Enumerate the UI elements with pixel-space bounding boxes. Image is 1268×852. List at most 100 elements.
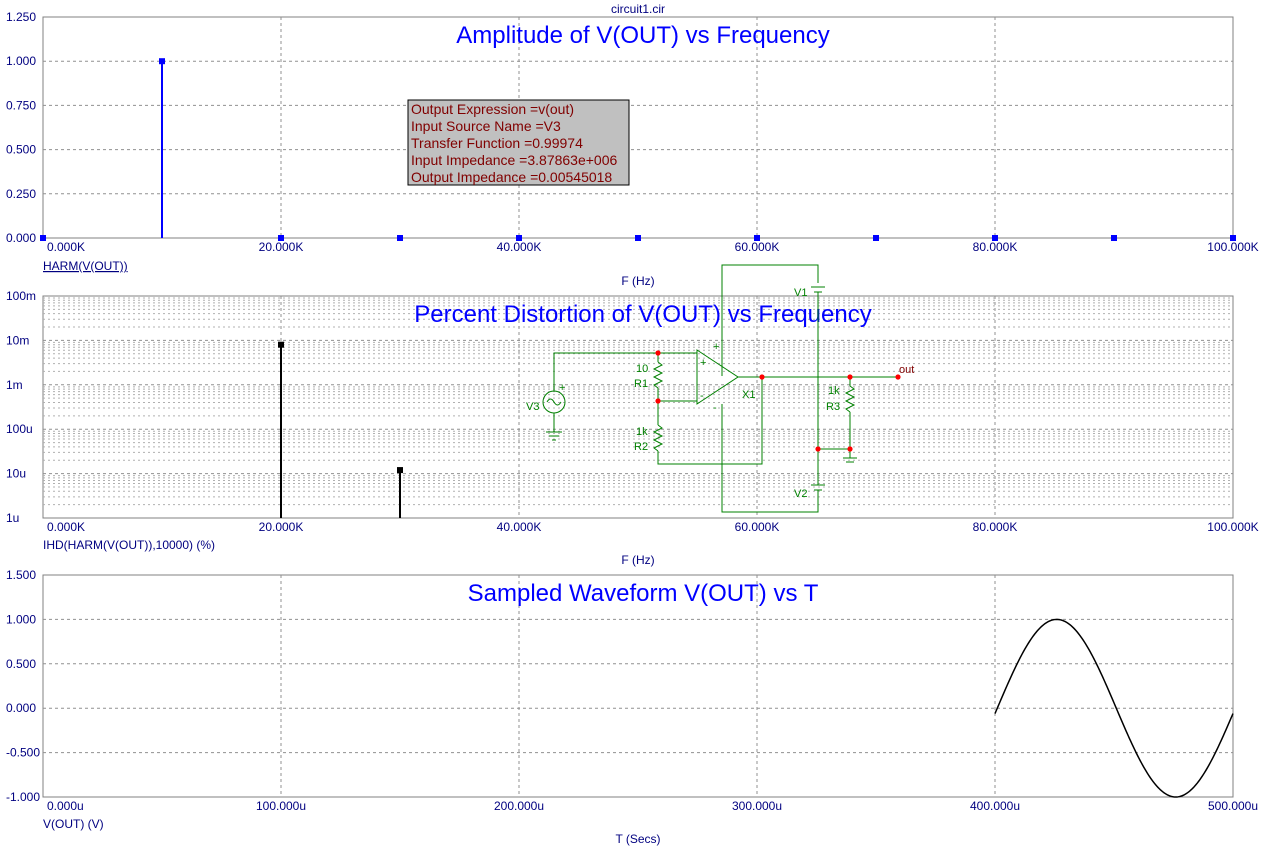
y-tick-label: 0.750 — [6, 98, 36, 112]
bar-marker — [516, 235, 522, 241]
y-tick-label: -1.000 — [6, 790, 40, 804]
x-tick-label: 40.000K — [497, 520, 542, 534]
x-tick-label: 60.000K — [735, 240, 780, 254]
x-tick-label: 80.000K — [973, 520, 1018, 534]
chart-title: Sampled Waveform V(OUT) vs T — [468, 580, 819, 607]
info-input-source: Input Source Name =V3 — [411, 118, 561, 134]
schematic-diagram: V1 V2 V3 X1 10 R1 1k R2 1k R3 out + - + … — [526, 264, 914, 513]
label-r3: R3 — [826, 401, 840, 413]
y-axis-label: V(OUT) (V) — [43, 817, 104, 831]
x-tick-label: 20.000K — [259, 240, 304, 254]
x-tick-label: 400.000u — [970, 799, 1020, 813]
bar-marker — [40, 235, 46, 241]
y-tick-label: 1.000 — [6, 612, 36, 626]
x-tick-label: 0.000u — [47, 799, 84, 813]
plot-frame — [42, 574, 1234, 798]
label-r1-value: 10 — [636, 363, 648, 375]
opamp-x1 — [696, 349, 739, 405]
label-v3-plus: + — [559, 382, 565, 394]
label-v2: V2 — [794, 488, 807, 500]
bar-marker — [1111, 235, 1117, 241]
y-axis-label: IHD(HARM(V(OUT)),10000) (%) — [43, 538, 215, 552]
label-opamp-minus: - — [700, 390, 704, 402]
x-tick-label: 100.000K — [1207, 520, 1258, 534]
document-title: circuit1.cir — [611, 2, 665, 16]
chart-title: Percent Distortion of V(OUT) vs Frequenc… — [414, 301, 871, 328]
info-output-expression: Output Expression =v(out) — [411, 101, 574, 117]
bar-marker — [635, 235, 641, 241]
label-opamp-supply-minus: - — [713, 402, 717, 414]
label-r2: R2 — [634, 441, 648, 453]
bar-marker — [278, 235, 284, 241]
x-tick-label: 200.000u — [494, 799, 544, 813]
label-r3-value: 1k — [828, 385, 840, 397]
y-tick-label: 0.500 — [6, 657, 36, 671]
wire-v2-bottom — [721, 404, 819, 513]
x-tick-label: 100.000u — [256, 799, 306, 813]
label-v1: V1 — [794, 287, 807, 299]
x-axis-label: F (Hz) — [621, 274, 654, 288]
node-gnd-left — [815, 446, 821, 452]
y-tick-label: -0.500 — [6, 746, 40, 760]
bar-marker — [397, 467, 403, 474]
label-r1: R1 — [634, 378, 648, 390]
bar-marker — [278, 341, 284, 348]
x-tick-label: 80.000K — [973, 240, 1018, 254]
y-tick-label: 100m — [6, 289, 36, 303]
node-r1-top — [655, 350, 661, 356]
waveform-line — [994, 618, 1234, 798]
y-tick-label: 0.250 — [6, 187, 36, 201]
y-tick-label: 1.250 — [6, 10, 36, 24]
y-tick-label: 1u — [6, 511, 19, 525]
x-tick-label: 100.000K — [1207, 240, 1258, 254]
node-r3-top — [847, 374, 853, 380]
x-tick-label: 0.000K — [47, 520, 85, 534]
x-axis-label: T (Secs) — [615, 832, 660, 846]
plot-frame — [42, 16, 1234, 239]
wire-feedback — [657, 377, 763, 465]
bar-marker — [992, 235, 998, 241]
y-tick-label: 1.500 — [6, 568, 36, 582]
y-tick-label: 100u — [6, 422, 33, 436]
wire-v1-top — [721, 264, 819, 376]
y-tick-label: 10u — [6, 467, 26, 481]
resistor-r2 — [652, 424, 664, 452]
y-tick-label: 1.000 — [6, 54, 36, 68]
info-input-impedance: Input Impedance =3.87863e+006 — [411, 152, 618, 168]
distortion-chart: 0.000K 20.000K 40.000K 60.000K 80.000K 100.00… — [6, 289, 1259, 567]
x-tick-label: 500.000u — [1208, 799, 1258, 813]
y-tick-label: 1m — [6, 378, 23, 392]
bar-marker — [754, 235, 760, 241]
transfer-function-info-box: Output Expression =v(out) Input Source N… — [407, 99, 630, 186]
info-box-background — [407, 99, 630, 186]
y-tick-label: 0.500 — [6, 143, 36, 157]
bar-marker — [159, 58, 165, 65]
info-output-impedance: Output Impedance =0.00545018 — [411, 169, 612, 185]
label-opamp-plus: + — [700, 357, 706, 369]
info-transfer-function: Transfer Function =0.99974 — [411, 135, 583, 151]
label-out: out — [899, 364, 914, 376]
node-output — [759, 374, 765, 380]
x-axis-label: F (Hz) — [621, 553, 654, 567]
node-out — [895, 374, 901, 380]
node-r1-r2 — [655, 398, 661, 404]
plot-frame — [42, 295, 1234, 519]
chart-title: Amplitude of V(OUT) vs Frequency — [456, 22, 829, 49]
y-axis-label: HARM(V(OUT)) — [43, 259, 128, 273]
label-r2-value: 1k — [636, 426, 648, 438]
y-tick-label: 0.000 — [6, 231, 36, 245]
x-tick-label: 300.000u — [732, 799, 782, 813]
x-tick-label: 20.000K — [259, 520, 304, 534]
bar-marker — [397, 235, 403, 241]
v3-sine-glyph — [546, 398, 562, 406]
label-x1: X1 — [742, 389, 755, 401]
y-tick-label: 10m — [6, 333, 29, 347]
x-tick-label: 40.000K — [497, 240, 542, 254]
resistor-r1 — [652, 361, 664, 389]
label-opamp-supply-plus: + — [713, 341, 719, 353]
resistor-r3 — [844, 385, 856, 413]
y-tick-label: 0.000 — [6, 701, 36, 715]
x-tick-label: 0.000K — [47, 240, 85, 254]
amplitude-chart: 0.000K 20.000K 40.000K 60.000K 80.000K 100.00… — [6, 10, 1259, 288]
